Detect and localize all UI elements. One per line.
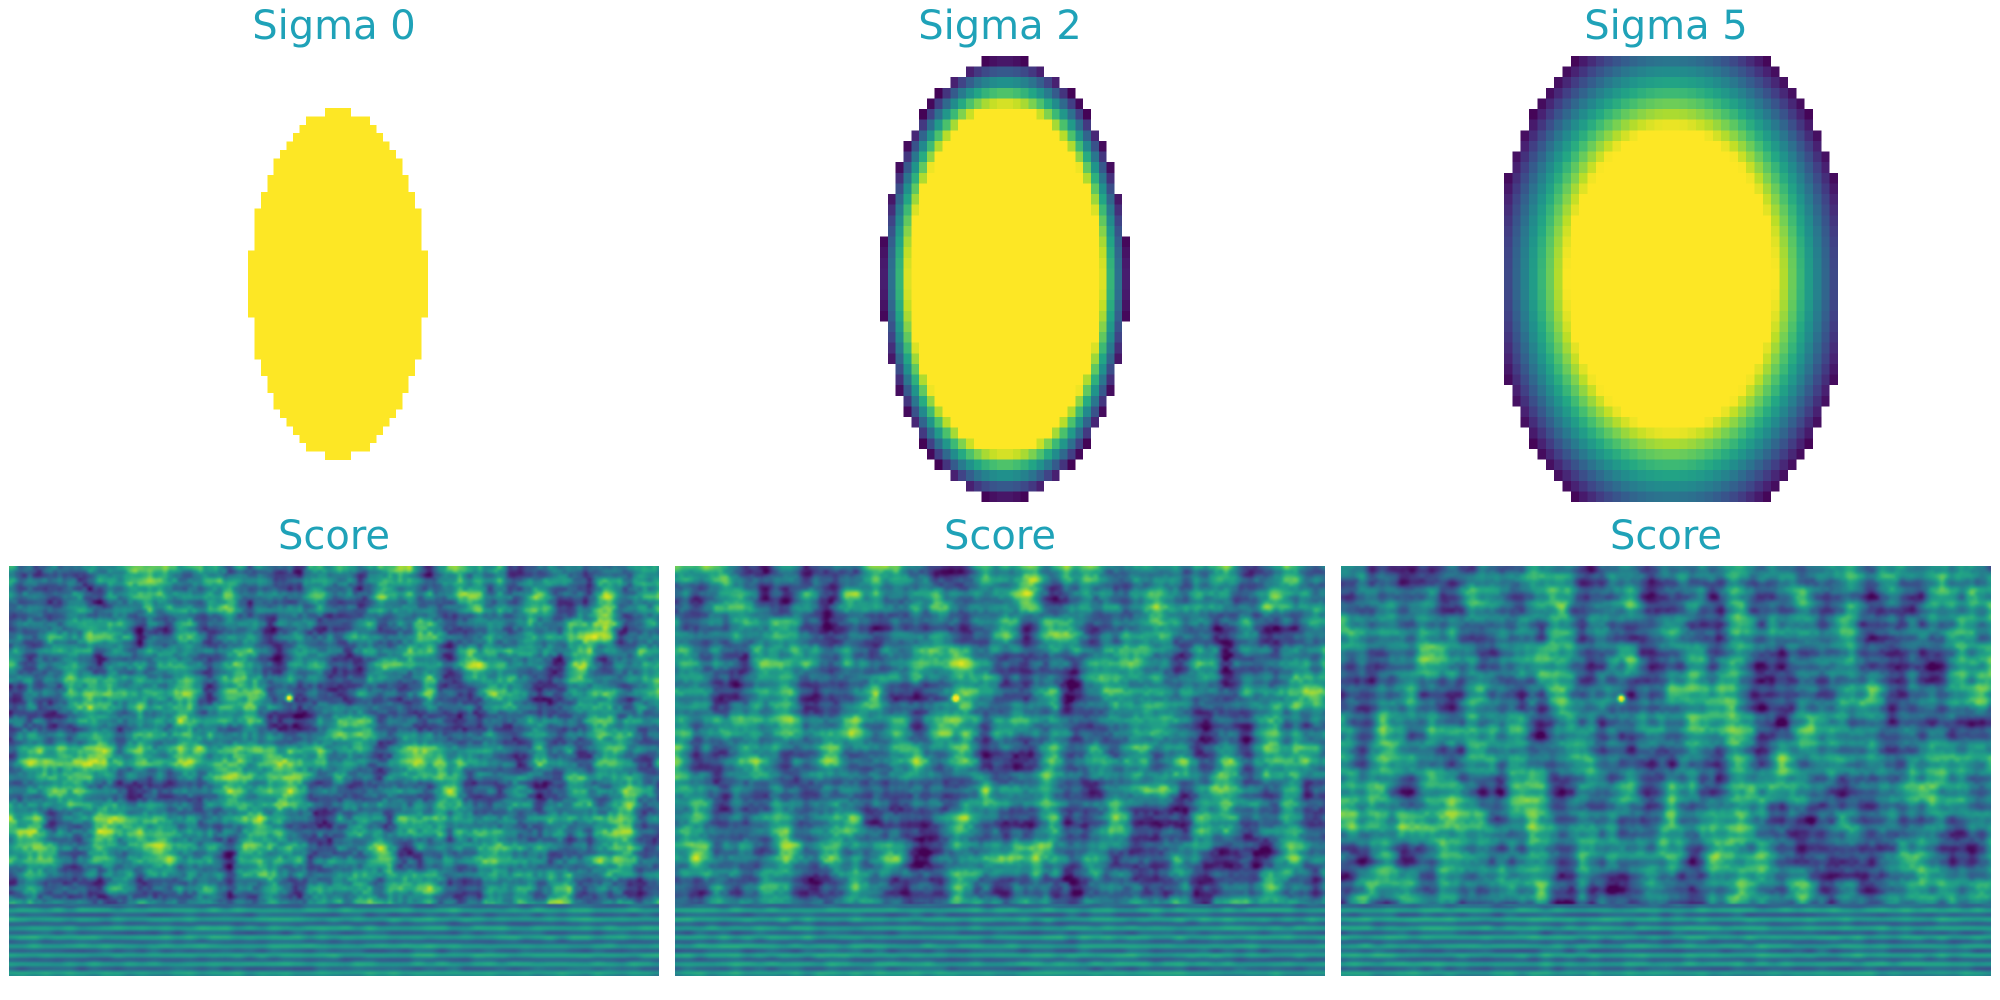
score-title: Score bbox=[943, 513, 1057, 559]
score-title: Score bbox=[1609, 513, 1723, 559]
kernel-title: Sigma 2 bbox=[918, 3, 1082, 49]
kernel-image bbox=[1504, 56, 1838, 502]
score-map bbox=[675, 566, 1325, 976]
kernel-image bbox=[248, 108, 428, 460]
kernel-title: Sigma 5 bbox=[1584, 3, 1748, 49]
score-title: Score bbox=[277, 513, 391, 559]
kernel-image bbox=[880, 56, 1130, 502]
score-map bbox=[1341, 566, 1991, 976]
score-map bbox=[9, 566, 659, 976]
kernel-title: Sigma 0 bbox=[252, 3, 416, 49]
